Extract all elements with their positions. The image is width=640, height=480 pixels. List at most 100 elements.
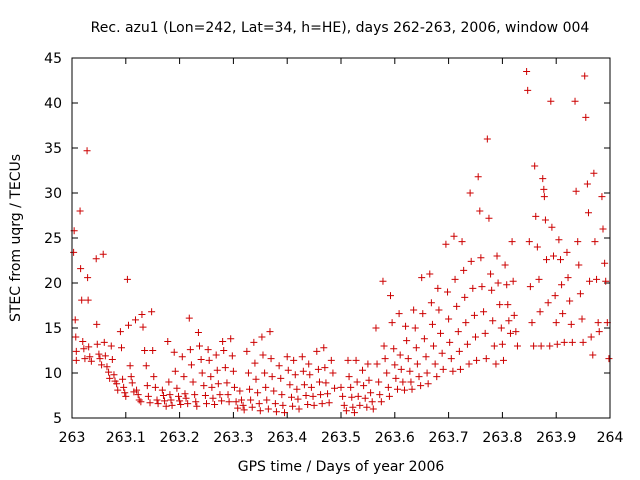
data-point: [472, 333, 479, 341]
y-axis-label: STEC from uqrg / TECUs: [8, 154, 24, 322]
data-point: [189, 378, 197, 386]
data-point: [404, 355, 412, 363]
data-point: [103, 363, 111, 371]
data-point: [558, 281, 566, 289]
x-tick-label: 263.9: [536, 430, 576, 446]
data-point: [397, 365, 405, 373]
data-point: [509, 277, 517, 285]
data-point: [400, 386, 408, 394]
data-point: [200, 382, 208, 390]
data-point: [321, 364, 329, 372]
data-point: [251, 359, 259, 367]
data-point: [283, 353, 291, 361]
data-point: [198, 369, 206, 377]
data-point: [381, 355, 389, 363]
data-point: [576, 290, 584, 298]
data-point: [98, 361, 106, 369]
data-point: [531, 162, 539, 170]
data-point: [214, 380, 222, 388]
data-point: [547, 97, 555, 105]
data-point: [386, 292, 394, 300]
data-point: [212, 351, 220, 359]
data-point: [324, 390, 332, 398]
data-point: [72, 347, 80, 355]
data-point: [76, 207, 84, 215]
data-point: [72, 333, 80, 341]
data-point: [591, 238, 599, 246]
data-point: [171, 367, 179, 375]
data-point: [305, 360, 313, 368]
data-point: [197, 356, 205, 363]
data-point: [227, 335, 235, 343]
data-point: [450, 232, 458, 240]
data-point: [83, 147, 91, 155]
data-point: [384, 383, 392, 391]
data-point: [318, 400, 326, 408]
y-tick-label: 15: [44, 321, 62, 337]
data-point: [146, 399, 154, 407]
data-point: [541, 216, 549, 224]
data-point: [219, 338, 227, 345]
data-point: [158, 386, 166, 394]
data-point: [407, 378, 415, 386]
data-point: [122, 392, 130, 400]
data-point: [263, 396, 271, 404]
data-point: [487, 270, 495, 278]
data-point: [372, 324, 380, 332]
data-point: [322, 379, 330, 387]
data-point: [225, 398, 233, 406]
data-point: [528, 319, 536, 327]
data-point: [181, 390, 189, 398]
data-point: [506, 329, 514, 337]
data-point: [234, 404, 242, 412]
data-point: [79, 338, 87, 345]
data-point: [246, 385, 254, 393]
data-point: [178, 353, 186, 361]
data-point: [578, 315, 586, 323]
data-point: [540, 185, 548, 193]
data-point: [535, 275, 543, 283]
data-point: [211, 401, 219, 408]
data-point: [391, 361, 399, 369]
data-point: [560, 338, 568, 346]
data-point: [337, 383, 345, 391]
data-point: [586, 277, 594, 285]
data-point: [567, 320, 575, 328]
data-point: [508, 238, 516, 246]
data-point: [548, 223, 556, 231]
data-point: [267, 355, 275, 363]
data-point: [492, 360, 500, 368]
data-point: [126, 362, 134, 370]
data-point: [359, 366, 367, 374]
data-point: [239, 401, 247, 409]
data-point: [93, 340, 101, 348]
data-point: [106, 374, 114, 382]
data-point: [438, 349, 446, 357]
data-point: [462, 319, 470, 327]
data-point: [294, 395, 302, 403]
data-point: [80, 345, 88, 353]
data-point: [434, 284, 442, 292]
data-point: [393, 385, 401, 393]
data-point: [87, 357, 95, 365]
data-point: [424, 380, 432, 388]
data-point: [568, 338, 576, 346]
data-point: [446, 338, 454, 346]
data-point: [403, 337, 411, 345]
data-point: [598, 193, 606, 201]
data-point: [488, 286, 496, 294]
data-point: [186, 346, 194, 354]
data-point: [153, 396, 161, 404]
data-point: [505, 317, 513, 325]
data-point: [523, 68, 531, 75]
data-point: [379, 277, 387, 285]
data-point: [377, 398, 385, 406]
data-point: [339, 392, 347, 400]
data-point: [117, 344, 125, 352]
data-point: [177, 401, 185, 408]
y-tick-label: 25: [44, 231, 62, 247]
data-point: [261, 369, 269, 377]
data-point: [264, 405, 272, 413]
x-axis-label: GPS time / Days of year 2006: [238, 459, 445, 475]
data-point: [353, 378, 361, 386]
